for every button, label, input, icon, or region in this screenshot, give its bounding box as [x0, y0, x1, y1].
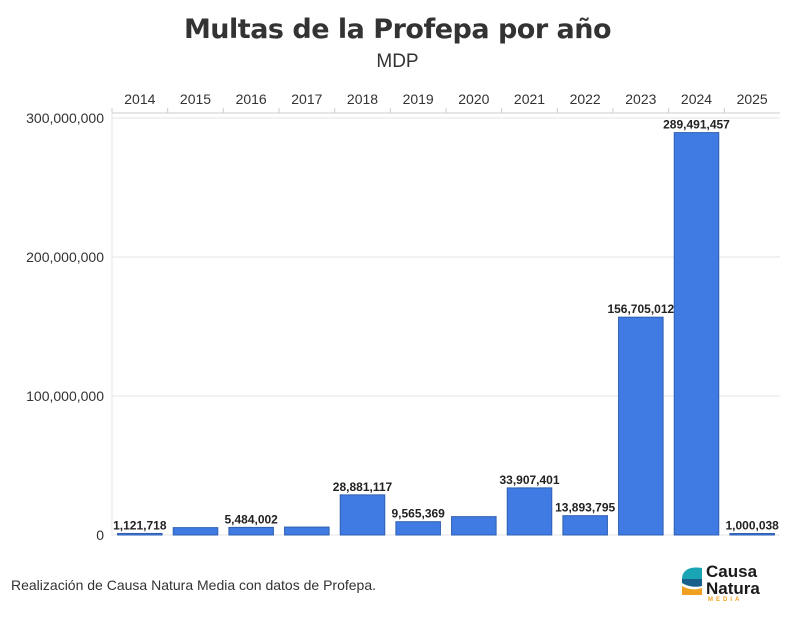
chart-subtitle: MDP — [376, 51, 419, 72]
logo-text-natura: Natura — [706, 579, 760, 598]
x-tick-label: 2025 — [737, 91, 768, 107]
bar — [562, 515, 608, 536]
causa-natura-logo-icon — [682, 567, 702, 595]
data-label: 156,705,012 — [607, 302, 674, 316]
y-tick-label: 0 — [96, 527, 104, 543]
x-tick-label: 2020 — [458, 91, 489, 107]
data-label: 28,881,117 — [333, 480, 393, 494]
x-tick-label: 2024 — [681, 91, 712, 107]
bar — [228, 526, 274, 536]
x-tick-label: 2014 — [124, 91, 155, 107]
x-tick-label: 2022 — [570, 91, 601, 107]
data-label: 13,893,795 — [555, 501, 615, 515]
bar — [172, 527, 219, 536]
x-tick-label: 2023 — [625, 91, 656, 107]
logo-text-media: MEDIA — [708, 597, 743, 603]
bar — [451, 516, 497, 536]
x-tick-label: 2017 — [291, 91, 322, 107]
bar — [339, 494, 386, 536]
bar — [395, 521, 441, 536]
bar — [673, 132, 720, 536]
x-tick-label: 2018 — [347, 91, 378, 107]
data-label: 289,491,457 — [663, 118, 730, 132]
data-label: 9,565,369 — [391, 507, 445, 521]
data-label: 33,907,401 — [499, 473, 559, 487]
y-tick-label: 300,000,000 — [26, 110, 104, 126]
data-label: 1,121,718 — [113, 518, 167, 532]
bar — [117, 532, 163, 536]
y-tick-label: 200,000,000 — [26, 249, 104, 265]
causa-natura-logo: Causa Natura MEDIA — [680, 563, 780, 605]
chart-title: Multas de la Profepa por año — [183, 14, 612, 45]
bar — [729, 533, 775, 536]
source-note: Realización de Causa Natura Media con da… — [11, 577, 376, 593]
x-tick-label: 2015 — [180, 91, 211, 107]
bar — [618, 316, 664, 536]
x-tick-label: 2019 — [403, 91, 434, 107]
bar — [284, 526, 330, 536]
bar — [506, 487, 553, 536]
bar-chart: 0 100,000,000 200,000,000 300,000,000 2014 1,… — [26, 91, 781, 543]
x-tick-label: 2016 — [236, 91, 267, 107]
data-label: 1,000,038 — [725, 519, 779, 533]
data-label: 5,484,002 — [224, 512, 278, 526]
y-tick-label: 100,000,000 — [26, 388, 104, 404]
x-tick-label: 2021 — [514, 91, 545, 107]
logo-text-causa: Causa — [706, 562, 758, 581]
